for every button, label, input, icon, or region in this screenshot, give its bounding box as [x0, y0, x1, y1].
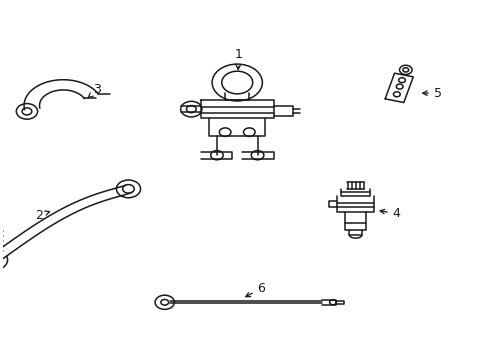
- Text: 1: 1: [234, 48, 242, 69]
- Text: 2: 2: [35, 209, 49, 222]
- Text: 6: 6: [245, 282, 265, 297]
- Text: 3: 3: [88, 83, 101, 98]
- Text: 4: 4: [379, 207, 400, 220]
- Text: 5: 5: [422, 87, 441, 100]
